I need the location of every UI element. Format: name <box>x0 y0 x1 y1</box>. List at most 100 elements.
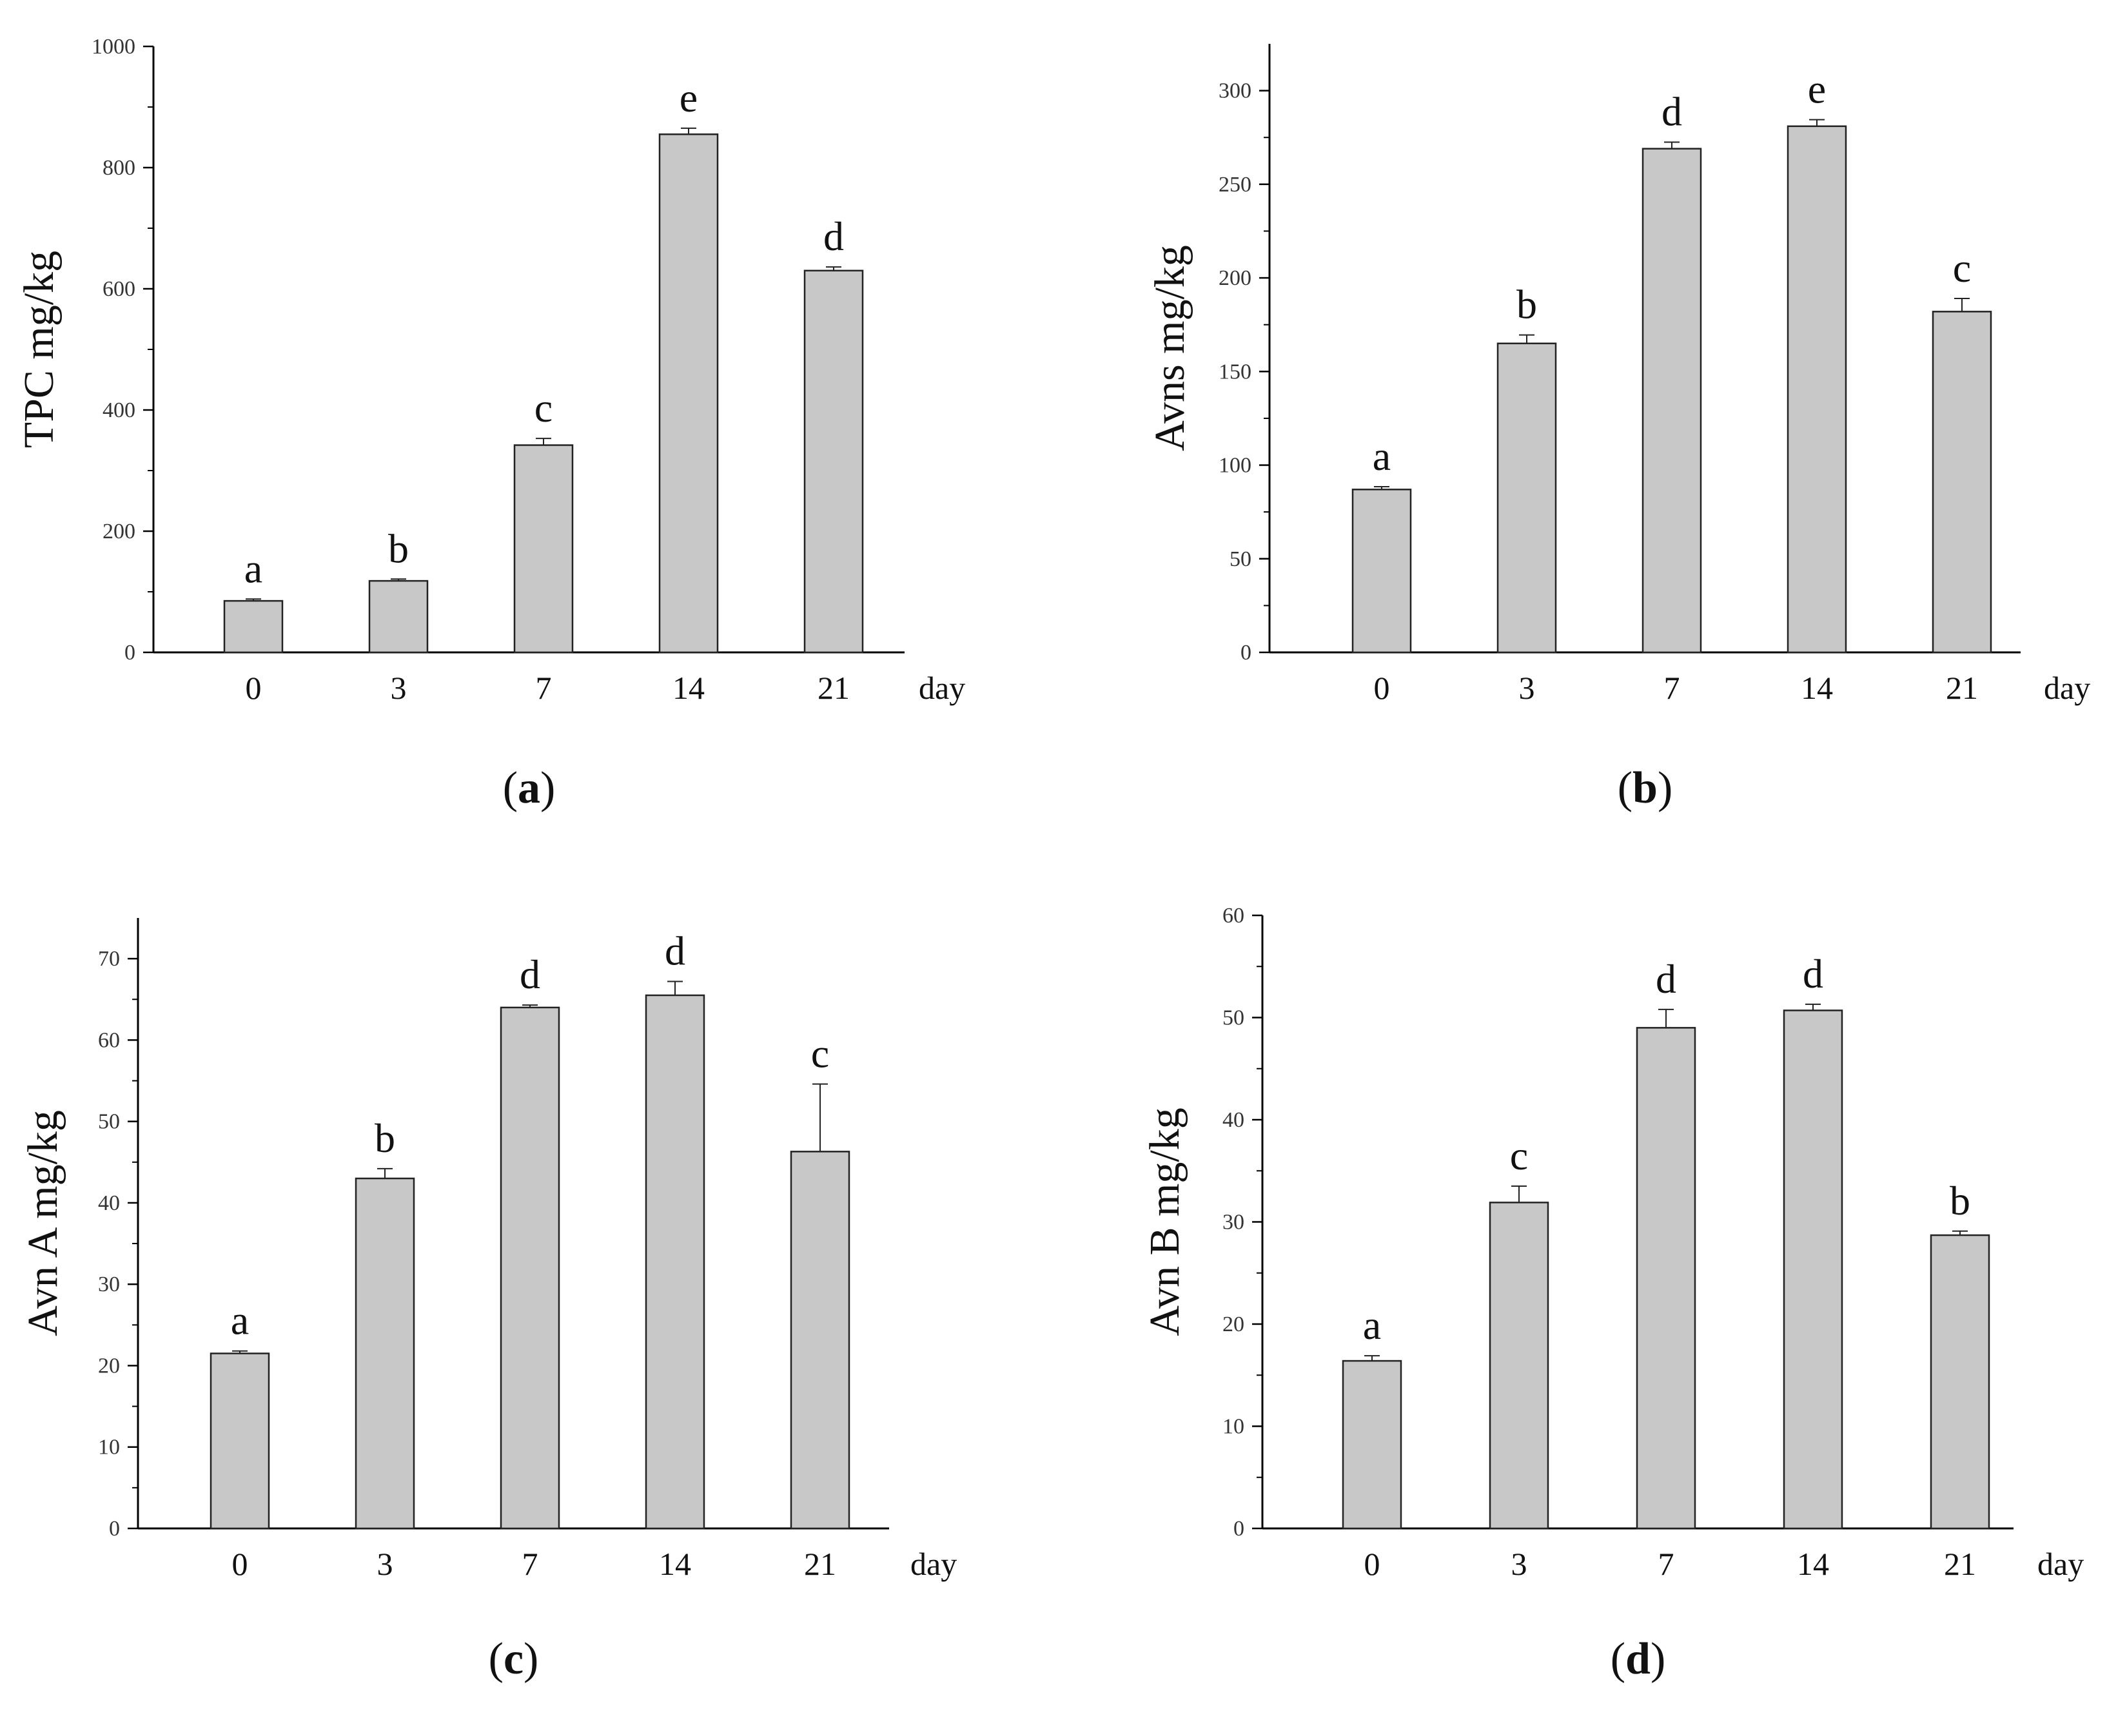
y-tick-label: 300 <box>1219 79 1251 103</box>
x-tick-label: 21 <box>804 1546 836 1582</box>
panel-caption: (d) <box>1611 1634 1666 1684</box>
x-tick-label: 3 <box>391 670 407 706</box>
x-axis-unit: day <box>2037 1546 2084 1582</box>
chart-svg-c: 0 10 20 30 40 50 60 70 a 0 b 3 d 7 d 14 c 21 day Avn A mg/k… <box>19 918 957 1684</box>
bar-day-21 <box>1932 311 1992 654</box>
significance-letter: d <box>823 213 844 259</box>
y-tick-label: 150 <box>1219 360 1251 384</box>
x-tick-label: 21 <box>1944 1546 1976 1582</box>
bar-day-14 <box>1783 1009 1843 1530</box>
chart-panel-c: 0 10 20 30 40 50 60 70 a 0 b 3 d 7 d 14 c 21 day Avn A mg/k… <box>0 866 1064 1733</box>
x-tick-label: 3 <box>377 1546 393 1582</box>
y-tick-label: 60 <box>1222 904 1244 928</box>
y-tick-label: 200 <box>103 520 135 543</box>
y-tick-label: 0 <box>109 1517 120 1541</box>
significance-letter: b <box>388 525 409 571</box>
y-tick-label: 70 <box>98 947 120 971</box>
bar-day-3 <box>1489 1202 1549 1530</box>
x-tick-label: 14 <box>659 1546 691 1582</box>
bar-day-3 <box>1496 342 1557 654</box>
significance-letter: a <box>231 1298 249 1343</box>
y-tick-label: 400 <box>103 398 135 422</box>
significance-letter: a <box>1373 433 1391 479</box>
significance-letter: e <box>680 75 698 121</box>
bar-day-21 <box>803 269 864 654</box>
bar-day-14 <box>1787 125 1847 654</box>
x-axis-unit: day <box>910 1546 957 1582</box>
bar-day-0 <box>210 1352 270 1530</box>
y-tick-label: 50 <box>1230 547 1251 571</box>
chart-svg-b: 0 50 100 150 200 250 300 a 0 b 3 d 7 e 14 c 21 day Avns mg… <box>1146 44 2090 813</box>
significance-letter: b <box>1516 282 1537 327</box>
bar-day-0 <box>1342 1360 1402 1530</box>
x-tick-label: 14 <box>1797 1546 1829 1582</box>
x-tick-label: 0 <box>232 1546 248 1582</box>
panel-caption: (b) <box>1618 763 1673 813</box>
panel-letter: b <box>1632 763 1658 813</box>
y-tick-label: 800 <box>103 156 135 180</box>
significance-letter: b <box>1950 1178 1970 1224</box>
y-tick-label: 250 <box>1219 173 1251 197</box>
y-tick-label: 60 <box>98 1028 120 1052</box>
x-tick-label: 7 <box>536 670 552 706</box>
x-tick-label: 7 <box>1658 1546 1674 1582</box>
significance-letter: e <box>1808 66 1826 112</box>
x-tick-label: 0 <box>1364 1546 1380 1582</box>
y-tick-label: 0 <box>1240 641 1251 665</box>
bar-day-21 <box>790 1151 850 1530</box>
y-tick-label: 50 <box>98 1110 120 1134</box>
x-tick-label: 14 <box>672 670 705 706</box>
x-tick-label: 7 <box>522 1546 538 1582</box>
bar-day-0 <box>1351 489 1412 654</box>
y-axis-label: Avns mg/kg <box>1146 245 1193 451</box>
bar-day-14 <box>645 994 705 1530</box>
significance-letter: c <box>534 385 553 431</box>
y-tick-label: 50 <box>1222 1006 1244 1030</box>
panel-letter: a <box>518 763 540 813</box>
y-tick-label: 20 <box>98 1354 120 1378</box>
x-axis-unit: day <box>919 670 965 706</box>
chart-panel-d: 0 10 20 30 40 50 60 a 0 c 3 d 7 d 14 b 21 day Avn B mg/kg (… <box>1064 866 2127 1733</box>
panel-caption: (c) <box>489 1634 539 1684</box>
y-tick-label: 30 <box>1222 1211 1244 1234</box>
bar-day-21 <box>1930 1234 1990 1530</box>
y-tick-label: 30 <box>98 1273 120 1296</box>
x-tick-label: 0 <box>246 670 262 706</box>
y-tick-label: 200 <box>1219 266 1251 290</box>
y-tick-label: 0 <box>124 641 135 665</box>
x-tick-label: 21 <box>818 670 850 706</box>
y-axis-label: TPC mg/kg <box>15 251 63 448</box>
significance-letter: c <box>1510 1133 1528 1178</box>
significance-letter: d <box>1656 956 1676 1002</box>
bar-day-7 <box>513 444 574 654</box>
chart-panel-b: 0 50 100 150 200 250 300 a 0 b 3 d 7 e 14 c 21 day Avns mg… <box>1064 0 2127 866</box>
significance-letter: c <box>1953 245 1971 291</box>
significance-letter: d <box>1803 951 1823 997</box>
x-tick-label: 21 <box>1946 670 1978 706</box>
panel-letter: d <box>1625 1634 1651 1684</box>
y-tick-label: 1000 <box>92 35 135 59</box>
y-tick-label: 40 <box>1222 1108 1244 1132</box>
significance-letter: d <box>520 951 540 997</box>
x-tick-label: 14 <box>1801 670 1833 706</box>
x-axis-unit: day <box>2044 670 2090 706</box>
significance-letter: c <box>811 1031 829 1077</box>
significance-letter: b <box>375 1115 395 1161</box>
bar-day-7 <box>500 1006 560 1530</box>
x-tick-label: 7 <box>1664 670 1680 706</box>
x-tick-label: 3 <box>1511 1546 1527 1582</box>
y-axis-label: Avn B mg/kg <box>1141 1107 1188 1336</box>
y-tick-label: 10 <box>1222 1415 1244 1439</box>
bar-day-3 <box>368 580 429 654</box>
panel-caption: (a) <box>503 763 556 813</box>
significance-letter: d <box>1661 88 1682 134</box>
y-tick-label: 600 <box>103 277 135 301</box>
significance-letter: d <box>665 928 685 973</box>
chart-panel-a: 0 200 400 600 800 1000 a 0 b 3 c 7 e 14 d 21 day TPC mg/k… <box>0 0 1064 866</box>
chart-svg-a: 0 200 400 600 800 1000 a 0 b 3 c 7 e 14 d 21 day TPC mg/k… <box>15 35 965 813</box>
bar-day-3 <box>355 1177 415 1530</box>
bar-day-7 <box>1636 1027 1696 1530</box>
x-tick-label: 3 <box>1519 670 1535 706</box>
y-tick-label: 100 <box>1219 454 1251 478</box>
bar-day-7 <box>1642 148 1702 654</box>
